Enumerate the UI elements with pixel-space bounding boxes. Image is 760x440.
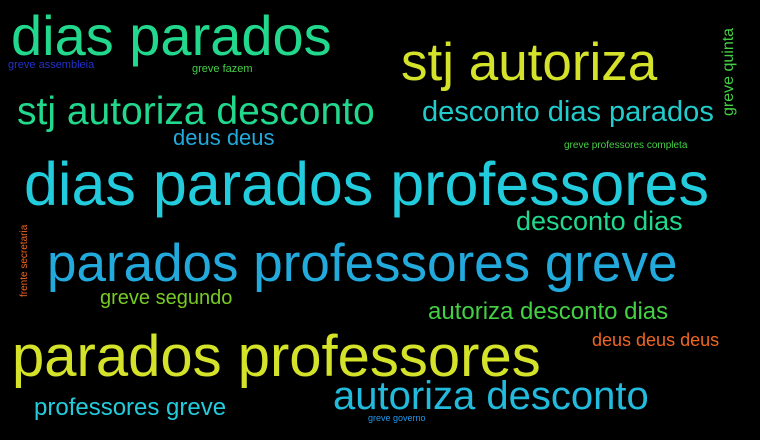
word-desconto-dias: desconto dias <box>516 206 683 236</box>
word-deus-deus: deus deus <box>173 125 275 150</box>
word-greve-assembleia: greve assembleia <box>8 59 95 71</box>
word-professores-greve: professores greve <box>34 394 227 421</box>
word-autoriza-desconto: autoriza desconto <box>333 374 649 418</box>
word-greve-professores-completa: greve professores completa <box>564 140 688 151</box>
word-stj-autoriza-desconto: stj autoriza desconto <box>17 90 375 133</box>
word-greve-segundo: greve segundo <box>100 287 233 309</box>
word-parados-professores-greve: parados professores greve <box>47 234 678 293</box>
word-greve-governo: greve governo <box>368 413 426 423</box>
word-stj-autoriza: stj autoriza <box>401 33 658 92</box>
word-greve-quinta: greve quinta <box>720 27 737 116</box>
word-autoriza-desconto-dias: autoriza desconto dias <box>428 298 669 325</box>
word-desconto-dias-parados: desconto dias parados <box>422 96 714 128</box>
word-frente-secretaria: frente secretaria <box>19 224 30 297</box>
word-parados-professores: parados professores <box>12 324 541 389</box>
word-greve-fazem: greve fazem <box>192 63 253 75</box>
word-deus-deus-deus: deus deus deus <box>592 330 720 350</box>
word-dias-parados: dias parados <box>11 4 332 67</box>
word-dias-parados-professores: dias parados professores <box>24 150 709 218</box>
